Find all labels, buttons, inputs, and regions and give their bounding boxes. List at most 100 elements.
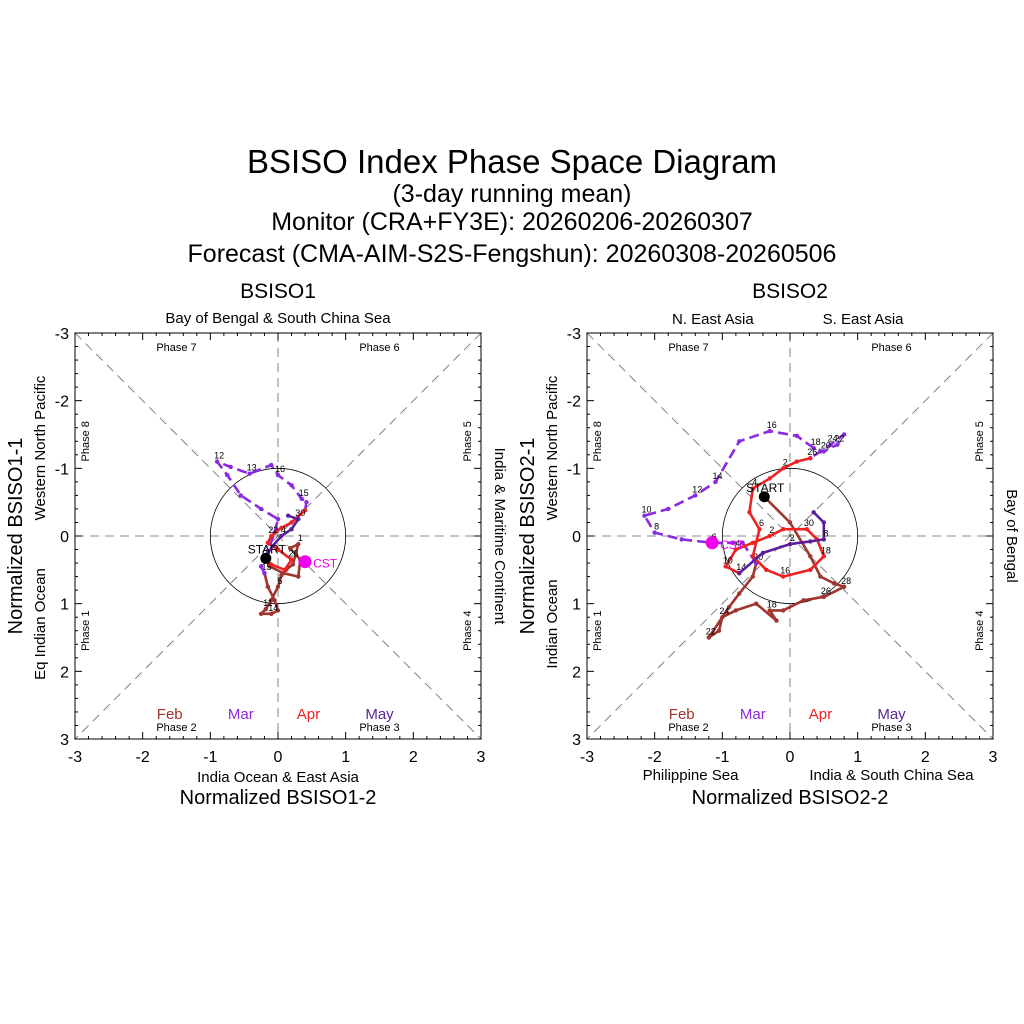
y-tick-label: 2 — [60, 664, 69, 681]
month-legend-label: Feb — [669, 706, 695, 723]
day-label: 4 — [735, 539, 740, 549]
x-tick-label: 2 — [921, 749, 930, 766]
trajectory-point — [258, 564, 264, 569]
trajectory-point — [265, 584, 271, 589]
trajectory-point — [760, 550, 766, 556]
month-legend-label: May — [877, 706, 906, 723]
start-marker — [260, 552, 272, 564]
day-label: 20 — [821, 440, 831, 450]
trajectory-point — [733, 608, 739, 613]
phase-label: Phase 6 — [359, 342, 399, 354]
y-tick-label: 2 — [572, 664, 581, 681]
trajectory-point — [275, 547, 281, 552]
trajectory-point — [289, 557, 294, 562]
x-tick-label: 1 — [341, 749, 350, 766]
trajectory-point — [290, 562, 296, 567]
trajectory-point — [258, 611, 264, 617]
x-tick-label: 2 — [409, 749, 418, 766]
day-label: 22 — [268, 525, 278, 535]
trajectory-point — [225, 472, 230, 478]
trajectory-point — [269, 598, 274, 603]
day-label: 5 — [277, 576, 282, 586]
trajectory-point — [835, 442, 840, 447]
trajectory-point — [737, 571, 742, 576]
trajectory-point — [767, 428, 772, 434]
trajectory-point — [269, 533, 274, 539]
trajectory-point — [750, 554, 755, 559]
trajectory-point — [818, 449, 823, 454]
day-label: 30 — [804, 518, 814, 528]
trajectory-point — [652, 530, 657, 535]
y-tick-label: -1 — [55, 461, 69, 478]
trajectory-point — [767, 608, 772, 613]
phase-label: Phase 2 — [156, 722, 196, 734]
day-label: 10 — [642, 505, 652, 515]
day-label: 2 — [769, 525, 774, 535]
phase-label: Phase 4 — [974, 611, 986, 651]
y-tick-label: 3 — [572, 732, 581, 749]
day-label: 15 — [299, 488, 309, 498]
day-label: 8 — [823, 528, 828, 538]
day-label: 30 — [295, 508, 305, 518]
trajectory-point — [821, 594, 827, 600]
trajectory-point — [279, 573, 284, 578]
cst-marker — [705, 536, 719, 550]
trajectory-point — [269, 562, 274, 567]
forecast-period: Forecast (CMA-AIM-S2S-Fengshun): 2026030… — [188, 240, 837, 268]
trajectory-point — [228, 464, 233, 470]
trajectory-point — [841, 584, 847, 589]
trajectory-point — [808, 455, 813, 461]
y-tick-label: 1 — [60, 597, 69, 614]
day-label: 2 — [789, 533, 794, 543]
trajectory-point — [304, 499, 309, 505]
unit-circle — [209, 467, 347, 605]
trajectory-point — [821, 520, 827, 525]
month-legend-label: Apr — [297, 706, 320, 723]
trajectory-point — [781, 466, 786, 471]
day-label: 14 — [736, 562, 746, 572]
trajectory-point — [821, 449, 827, 454]
trajectory-point — [716, 628, 722, 633]
x-tick-label: 0 — [786, 749, 795, 766]
day-label: 2 — [783, 457, 788, 467]
day-label: 18 — [767, 599, 777, 609]
trajectory-point — [289, 483, 294, 488]
trajectory-point — [794, 459, 799, 464]
trajectory-point — [299, 496, 304, 501]
phase-label: Phase 5 — [974, 421, 986, 461]
x-axis-label: Normalized BSISO2-2 — [692, 787, 889, 809]
trajectory-point — [794, 433, 799, 439]
trajectory-point — [679, 537, 684, 542]
trajectory-point — [275, 608, 281, 613]
start-label: START — [746, 481, 785, 495]
region-label-left: Indian Ocean — [544, 579, 561, 668]
trajectory-point — [821, 554, 827, 559]
day-label: 6 — [759, 518, 764, 528]
trajectory-point — [289, 520, 294, 525]
x-tick-label: -1 — [203, 749, 217, 766]
phase-label: Phase 3 — [359, 722, 399, 734]
phase-label: Phase 8 — [592, 421, 604, 461]
day-label: 24 — [719, 606, 729, 616]
trajectory-point — [808, 539, 813, 544]
panel-title: BSISO2 — [752, 280, 828, 303]
region-label-top: S. East Asia — [823, 311, 905, 328]
trajectory-point — [270, 543, 275, 549]
trajectory-point — [262, 571, 267, 576]
x-axis-label: Normalized BSISO1-2 — [180, 787, 377, 809]
trajectory-point — [720, 615, 725, 620]
trajectory-point — [279, 525, 284, 531]
start-label: START — [248, 542, 287, 556]
trajectory-point — [811, 445, 816, 451]
trajectory-point — [774, 618, 779, 623]
trajectory-point — [723, 564, 728, 569]
trajectory-feb-line — [707, 495, 846, 639]
day-label: 26 — [289, 549, 299, 559]
trajectory-point — [753, 601, 759, 606]
region-label-right: Bay of Bengal — [1003, 489, 1020, 582]
trajectory-point — [767, 533, 772, 539]
trajectory-point — [811, 510, 816, 515]
trajectory-point — [275, 584, 281, 589]
trajectory-point — [750, 486, 755, 491]
